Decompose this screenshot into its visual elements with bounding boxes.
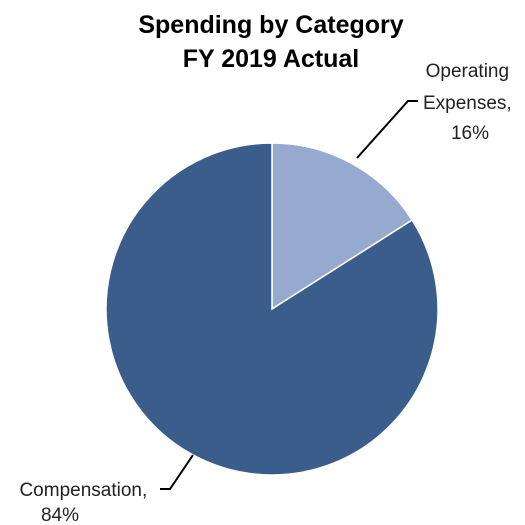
data-label-operating-expenses-line-3: 16% <box>451 123 489 144</box>
data-label-compensation-line-2: 84% <box>41 505 79 525</box>
data-label-compensation-line-1: Compensation, <box>19 480 147 501</box>
leader-line-operating-expenses <box>356 100 418 159</box>
pie-slices <box>105 142 439 476</box>
data-label-operating-expenses-line-2: Expenses, <box>423 93 512 114</box>
chart-title-line-1: Spending by Category <box>138 11 403 39</box>
data-label-operating-expenses: Operating Expenses, 16% <box>423 61 517 144</box>
pie-slice-compensation <box>105 142 439 476</box>
data-label-compensation: Compensation, 84% <box>19 480 152 525</box>
chart-title-line-2: FY 2019 Actual <box>183 45 359 73</box>
leader-line-compensation <box>160 454 194 490</box>
data-label-operating-expenses-line-1: Operating <box>426 61 509 82</box>
pie-slice-operating-expenses <box>271 142 414 311</box>
